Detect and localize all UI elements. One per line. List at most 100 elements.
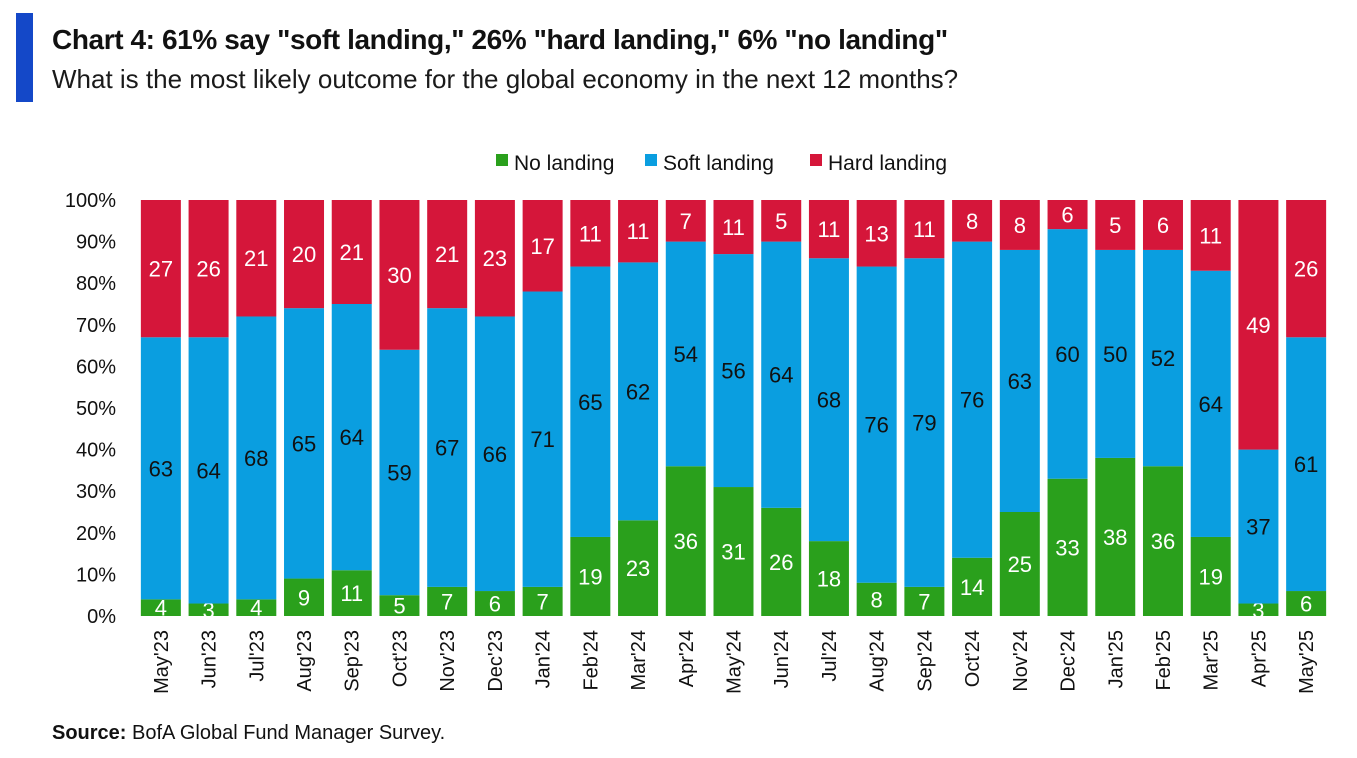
bar-segment — [761, 200, 802, 242]
x-tick-label: Aug'24 — [867, 630, 889, 692]
x-tick-label: Dec'24 — [1058, 630, 1080, 692]
data-label: 54 — [674, 342, 698, 367]
x-tick-label: Nov'23 — [437, 630, 459, 692]
data-label: 62 — [626, 379, 650, 404]
data-label: 66 — [483, 442, 507, 467]
bar-segment — [140, 337, 181, 600]
data-label: 4 — [155, 596, 167, 621]
x-tick-label: Apr'25 — [1248, 630, 1270, 687]
data-label: 71 — [530, 427, 554, 452]
data-label: 38 — [1103, 525, 1127, 550]
x-tick-label: Oct'23 — [389, 630, 411, 687]
data-label: 5 — [393, 594, 405, 619]
bar-segment — [474, 200, 515, 317]
x-tick-label: Jun'24 — [771, 630, 793, 688]
bar-segment — [1047, 478, 1088, 616]
bar-segment — [1190, 536, 1231, 616]
bar-segment — [284, 200, 325, 309]
bar-segment — [904, 586, 945, 616]
data-label: 64 — [339, 425, 363, 450]
data-label: 23 — [626, 556, 650, 581]
bar-segment — [570, 536, 611, 616]
legend-label: Hard landing — [828, 152, 947, 175]
bar-segment — [427, 308, 468, 587]
bar-segment — [522, 200, 563, 292]
data-label: 64 — [769, 363, 793, 388]
y-tick-label: 40% — [76, 440, 116, 462]
bar-segment — [474, 591, 515, 616]
y-tick-label: 50% — [76, 398, 116, 420]
bar-segment — [1095, 200, 1136, 250]
bar-segment — [761, 241, 802, 508]
data-label: 3 — [202, 598, 214, 623]
bar-segment — [1238, 449, 1279, 604]
bar-segment — [1142, 200, 1183, 250]
x-tick-label: Jul'23 — [246, 630, 268, 682]
chart-subtitle: What is the most likely outcome for the … — [52, 64, 959, 94]
y-tick-label: 20% — [76, 523, 116, 545]
x-tick-label: Nov'24 — [1010, 630, 1032, 692]
bar-segment — [140, 599, 181, 616]
bar-segment — [522, 586, 563, 616]
source-label: Source: — [52, 722, 127, 744]
data-label: 26 — [769, 550, 793, 575]
x-tick-label: Jan'24 — [533, 630, 555, 688]
bar-segment — [952, 241, 993, 558]
data-label: 52 — [1151, 346, 1175, 371]
data-label: 21 — [244, 246, 268, 271]
data-label: 65 — [578, 390, 602, 415]
bar-segment — [427, 200, 468, 309]
bar-segment — [665, 200, 706, 242]
data-label: 7 — [536, 589, 548, 614]
bar-segment — [331, 304, 372, 571]
bar-segment — [904, 258, 945, 587]
data-label: 11 — [913, 217, 936, 242]
data-label: 13 — [864, 221, 888, 246]
x-tick-label: Sep'23 — [342, 630, 364, 692]
data-label: 11 — [340, 581, 363, 606]
x-tick-label: Oct'24 — [962, 630, 984, 687]
legend-swatch — [496, 154, 508, 166]
data-label: 6 — [1157, 213, 1169, 238]
bar-segment — [379, 200, 420, 350]
bar-segment — [1286, 200, 1327, 338]
legend-swatch — [645, 154, 657, 166]
source-text: BofA Global Fund Manager Survey. — [126, 722, 446, 744]
data-label: 11 — [579, 221, 602, 246]
data-label: 11 — [722, 215, 745, 240]
legend-swatch — [810, 154, 822, 166]
x-tick-label: Aug'23 — [294, 630, 316, 692]
bar-segment — [713, 487, 754, 616]
data-label: 8 — [966, 209, 978, 234]
data-label: 21 — [339, 240, 363, 265]
bar-segment — [1190, 270, 1231, 537]
data-label: 36 — [1151, 529, 1175, 554]
x-tick-label: Apr'24 — [676, 630, 698, 687]
data-label: 3 — [1252, 598, 1264, 623]
bar-segment — [1238, 603, 1279, 616]
data-label: 6 — [489, 592, 501, 617]
chart-title: Chart 4: 61% say "soft landing," 26% "ha… — [52, 24, 948, 55]
data-label: 68 — [817, 388, 841, 413]
x-tick-label: Jan'25 — [1105, 630, 1127, 688]
bar-segment — [952, 200, 993, 242]
y-tick-label: 80% — [76, 273, 116, 295]
x-tick-label: Dec'23 — [485, 630, 507, 692]
bar-segment — [140, 200, 181, 338]
bar-segment — [1047, 200, 1088, 230]
data-label: 31 — [721, 540, 745, 565]
y-tick-label: 70% — [76, 315, 116, 337]
bar-segment — [904, 200, 945, 259]
bar-segment — [1142, 249, 1183, 467]
data-label: 5 — [1109, 213, 1121, 238]
data-label: 6 — [1300, 592, 1312, 617]
legend-label: No landing — [514, 152, 614, 175]
bar-segment — [761, 507, 802, 616]
data-label: 21 — [435, 242, 459, 267]
data-label: 65 — [292, 431, 316, 456]
x-tick-label: May'25 — [1296, 630, 1318, 694]
data-label: 4 — [250, 596, 262, 621]
bar-segment — [188, 200, 229, 338]
bar-segment — [999, 249, 1040, 513]
